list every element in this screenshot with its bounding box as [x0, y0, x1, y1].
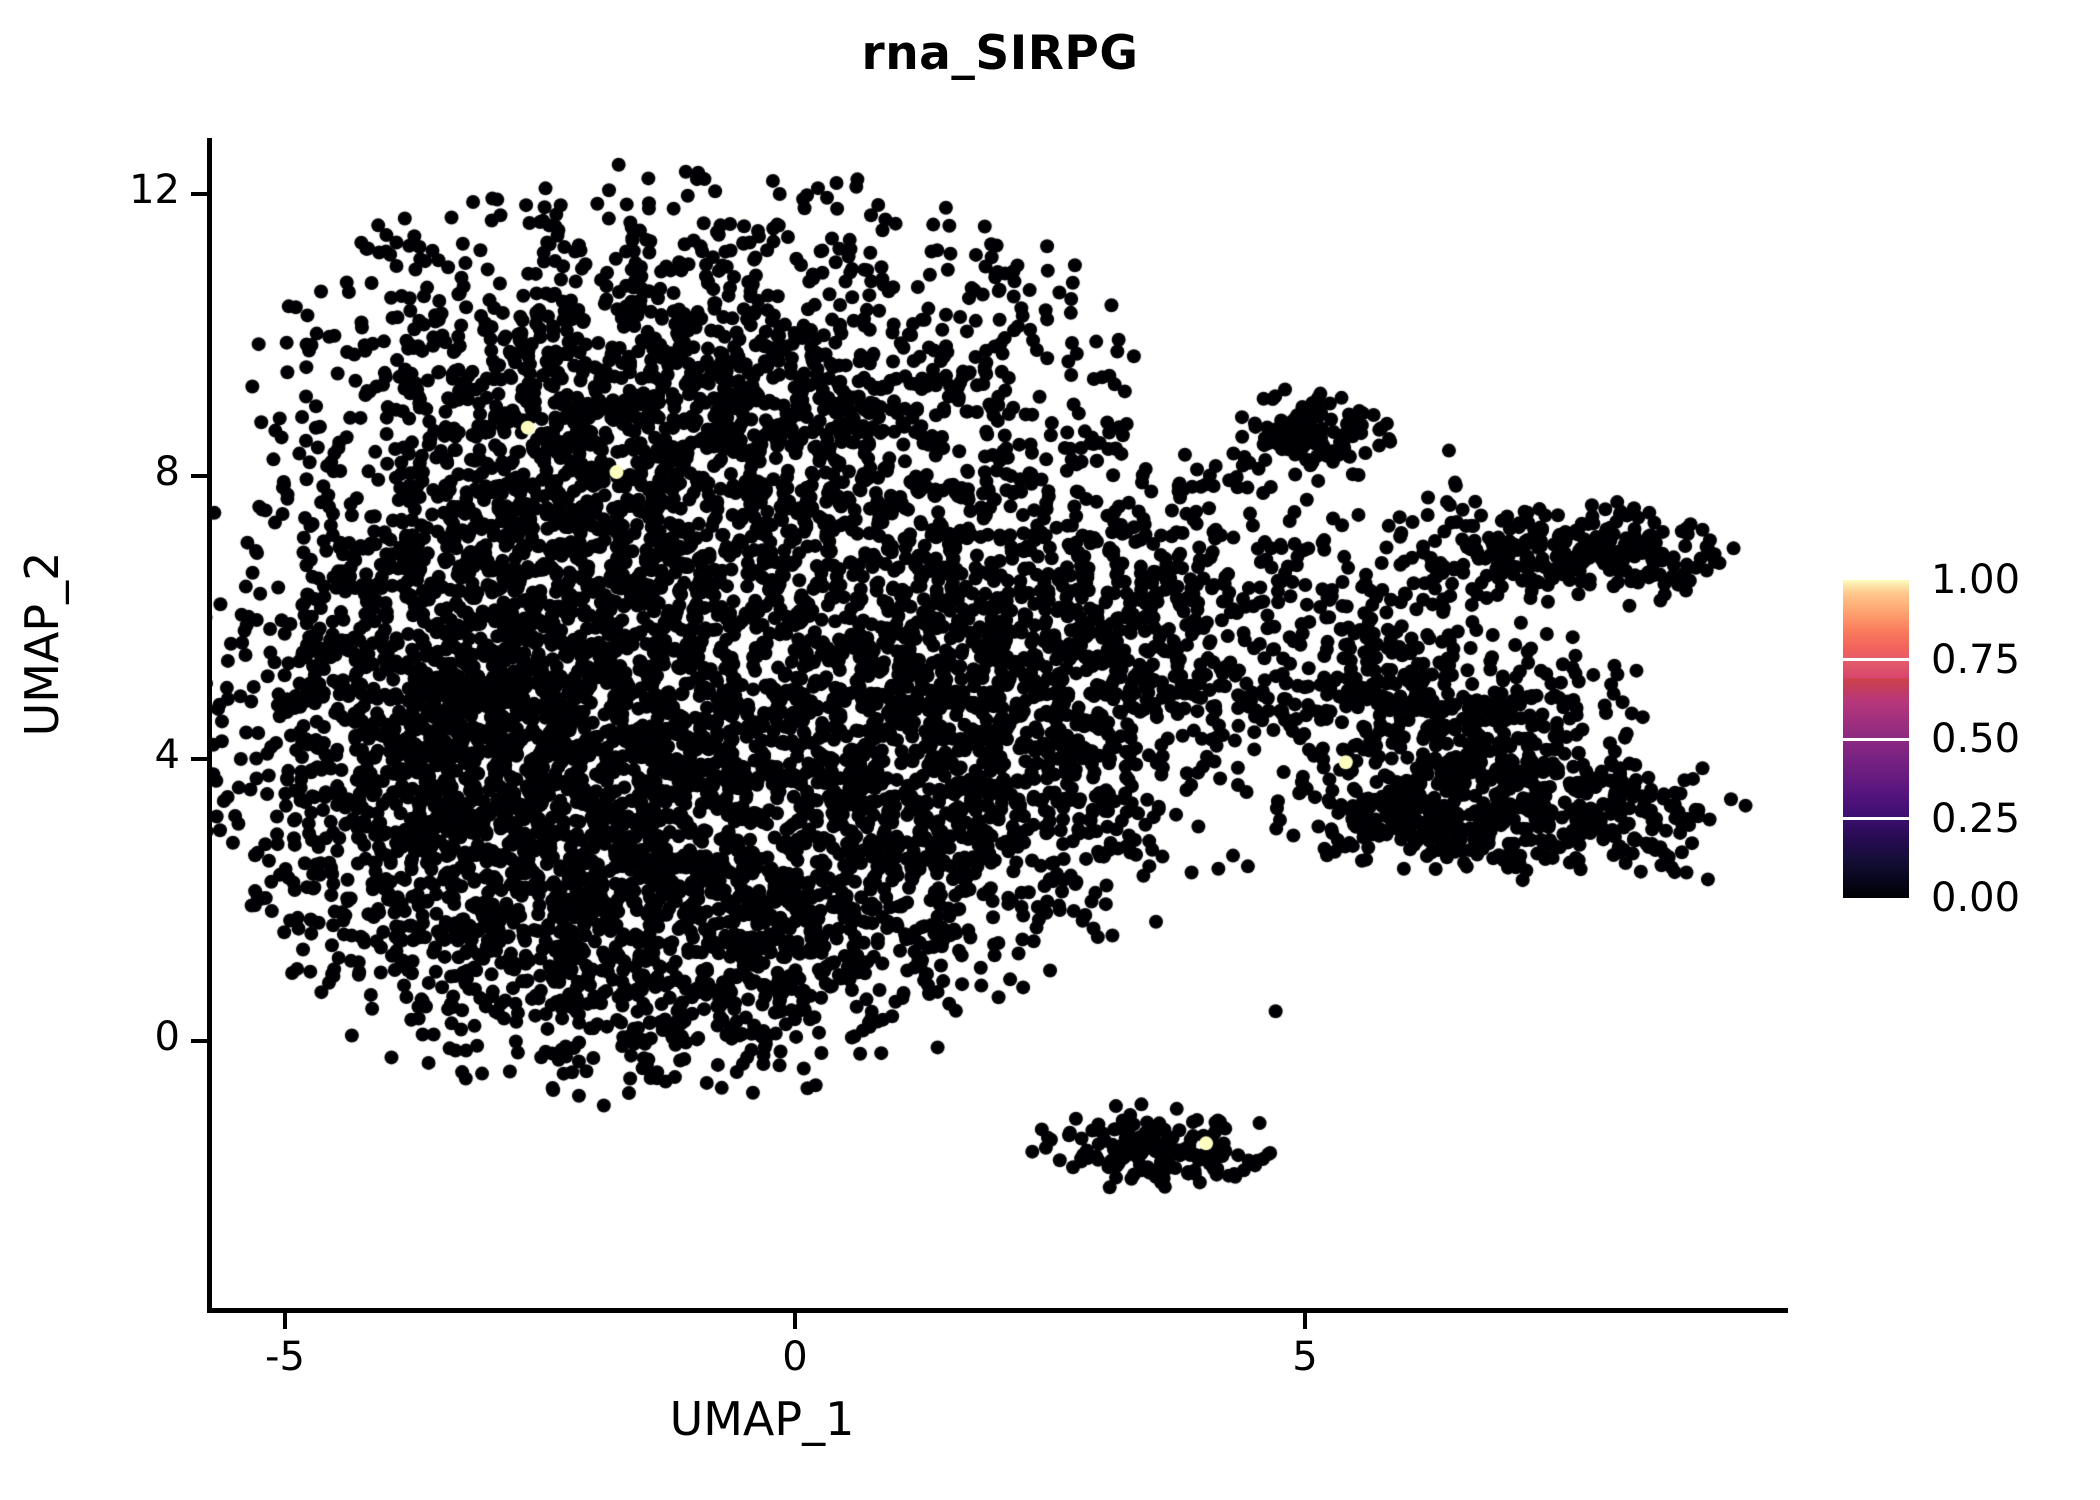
- colorbar-tick-label: 0.50: [1931, 716, 2021, 762]
- plot-axes: [212, 140, 1787, 1310]
- y-tick-mark: [191, 192, 207, 196]
- colorbar-tick-mark: [1843, 658, 1909, 661]
- x-tick-mark: [793, 1313, 797, 1329]
- y-tick-mark: [191, 756, 207, 761]
- scatter-canvas: [212, 140, 1787, 1310]
- page-title: rna_SIRPG: [861, 26, 1139, 81]
- x-tick-mark: [1303, 1313, 1307, 1329]
- y-axis-label: UMAP_2: [15, 551, 69, 737]
- x-axis-spine: [210, 1308, 1788, 1313]
- y-tick-mark: [191, 474, 207, 479]
- colorbar-tick-label: 0.25: [1931, 795, 2021, 842]
- y-axis-spine: [207, 138, 212, 1313]
- x-axis-label: UMAP_1: [669, 1392, 855, 1446]
- colorbar: 1.00 0.75 0.50 0.25 0.00: [1843, 557, 2093, 921]
- colorbar-tick-label: 0.75: [1931, 636, 2021, 683]
- x-tick-mark: [283, 1313, 287, 1329]
- colorbar-tick-label: 0.00: [1931, 875, 2021, 921]
- x-tick-label: 5: [1292, 1334, 1318, 1380]
- y-tick-mark: [191, 1039, 207, 1043]
- colorbar-tick-mark: [1843, 817, 1909, 820]
- x-tick-label: 0: [782, 1334, 808, 1380]
- y-tick-label: 8: [154, 449, 180, 496]
- y-tick-label: 12: [129, 167, 180, 213]
- x-tick-label: -5: [265, 1334, 305, 1380]
- colorbar-tick-label: 1.00: [1931, 557, 2021, 603]
- y-tick-label: 4: [154, 731, 180, 778]
- colorbar-tick-mark: [1843, 737, 1909, 741]
- y-tick-label: 0: [154, 1014, 180, 1060]
